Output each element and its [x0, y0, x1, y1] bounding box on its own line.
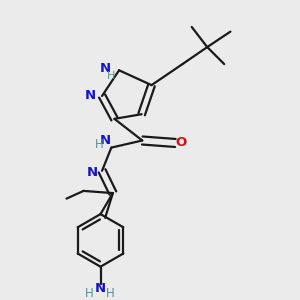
Text: N: N [85, 89, 96, 102]
Text: N: N [100, 62, 111, 75]
Text: N: N [95, 282, 106, 295]
Text: O: O [175, 136, 187, 149]
Text: N: N [87, 166, 98, 179]
Text: H: H [84, 287, 93, 300]
Text: H: H [107, 70, 116, 80]
Text: N: N [100, 134, 111, 147]
Text: H: H [94, 138, 103, 151]
Text: H: H [105, 287, 114, 300]
